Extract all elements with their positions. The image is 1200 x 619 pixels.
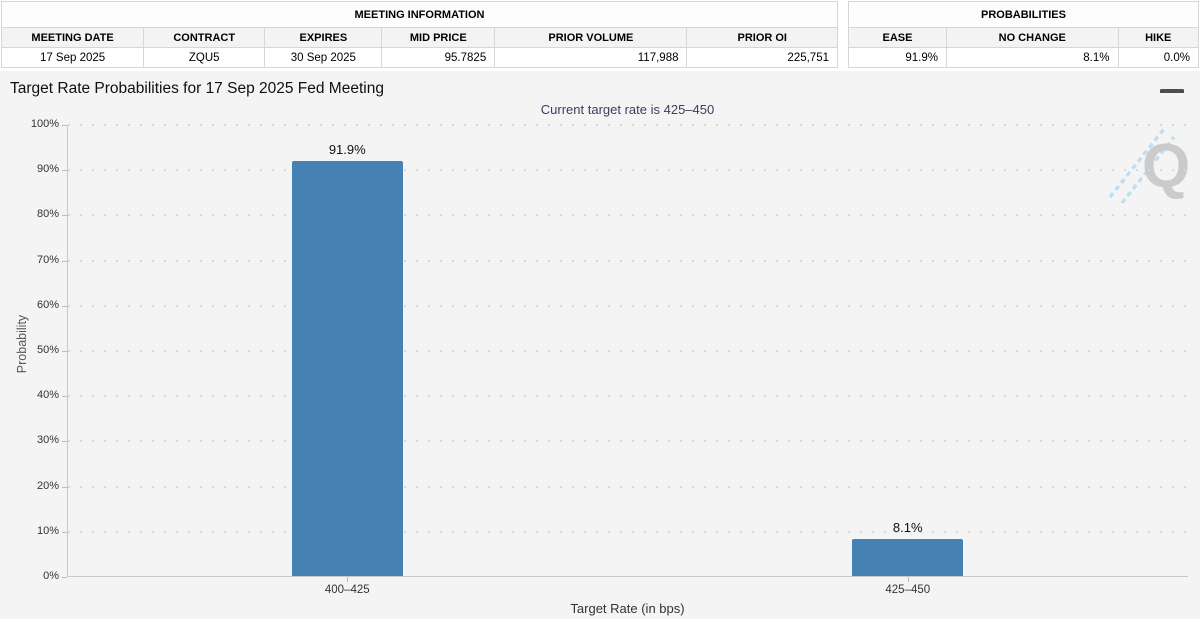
probability-bar [291, 160, 403, 576]
y-tick-mark [62, 170, 67, 172]
chart-subtitle: Current target rate is 425–450 [540, 102, 715, 117]
prior-volume-value: 117,988 [494, 47, 688, 68]
y-tick-label: 50% [36, 344, 59, 356]
gridline [68, 259, 1187, 262]
ease-value: 91.9% [848, 47, 947, 68]
y-tick-label: 80% [36, 208, 59, 221]
gridline [68, 169, 1187, 172]
probabilities-title: PROBABILITIES [848, 1, 1199, 28]
contract-value: ZQU5 [143, 47, 266, 68]
chart-title: Target Rate Probabilities for 17 Sep 202… [10, 80, 384, 97]
y-tick-mark [62, 125, 67, 126]
y-tick-label: 90% [36, 163, 59, 176]
y-tick-mark [62, 396, 67, 398]
prior-oi-value: 225,751 [686, 47, 838, 68]
y-tick-label: 30% [36, 434, 59, 447]
hike-value: 0.0% [1117, 47, 1199, 68]
probabilities-row: 91.9% 8.1% 0.0% [848, 47, 1199, 68]
gridline [68, 530, 1187, 533]
gridline [68, 350, 1187, 352]
meeting-information-title: MEETING INFORMATION [1, 1, 838, 28]
y-tick-mark [62, 441, 67, 443]
x-axis-line [67, 576, 1188, 577]
hamburger-menu-icon[interactable] [1160, 80, 1184, 96]
bar-value-label: 91.9% [328, 141, 366, 157]
summary-tables-strip: MEETING INFORMATION MEETING DATE CONTRAC… [0, 0, 1200, 71]
gridline [68, 485, 1187, 488]
column-header-prior-volume: PRIOR VOLUME [494, 27, 688, 48]
column-header-meeting-date: MEETING DATE [0, 27, 145, 48]
gridline [68, 440, 1187, 443]
y-tick-label: 60% [36, 298, 59, 311]
gridline [68, 395, 1187, 398]
y-tick-mark [62, 260, 67, 262]
column-header-no-change: NO CHANGE [946, 27, 1119, 48]
x-tick-mark [347, 577, 349, 582]
no-change-value: 8.1% [946, 47, 1119, 68]
y-tick-label: 100% [30, 118, 59, 130]
meeting-information-row: 17 Sep 2025 ZQU5 30 Sep 2025 95.7825 117… [0, 47, 838, 68]
probabilities-table: PROBABILITIES EASE NO CHANGE HIKE 91.9% … [848, 1, 1199, 68]
column-header-hike: HIKE [1117, 27, 1199, 48]
y-tick-mark [62, 215, 67, 217]
column-header-mid-price: MID PRICE [381, 27, 496, 48]
plot-area: Q 91.9% 8.1% [67, 124, 1190, 577]
meeting-date-value: 17 Sep 2025 [0, 47, 145, 68]
y-axis-line [67, 125, 68, 577]
x-tick-mark [907, 577, 909, 582]
y-tick-label: 10% [36, 524, 59, 537]
x-category-label: 400–425 [324, 584, 370, 596]
column-header-contract: CONTRACT [143, 27, 266, 48]
y-tick-label: 40% [36, 389, 59, 402]
meeting-information-table: MEETING INFORMATION MEETING DATE CONTRAC… [0, 1, 838, 68]
x-category-label: 425–450 [885, 584, 931, 596]
probability-bar [852, 539, 964, 576]
column-header-ease: EASE [848, 27, 947, 48]
gridline [68, 124, 1187, 126]
y-tick-mark [62, 351, 67, 352]
gridline [68, 304, 1187, 307]
quikstrike-watermark-logo: Q [1108, 127, 1190, 205]
column-header-prior-oi: PRIOR OI [686, 27, 838, 48]
svg-text:Q: Q [1142, 132, 1190, 201]
y-tick-label: 0% [43, 570, 59, 582]
y-tick-label: 20% [36, 479, 59, 492]
gridline [68, 214, 1187, 217]
bar-value-label: 8.1% [892, 520, 923, 536]
fed-meeting-probability-chart: Target Rate Probabilities for 17 Sep 202… [0, 71, 1200, 619]
y-tick-label: 70% [36, 253, 59, 266]
column-header-expires: EXPIRES [264, 27, 383, 48]
y-tick-mark [62, 486, 67, 488]
y-tick-mark [62, 531, 67, 533]
y-tick-mark [62, 305, 67, 307]
mid-price-value: 95.7825 [381, 47, 496, 68]
x-axis-title: Target Rate (in bps) [570, 601, 685, 616]
expires-value: 30 Sep 2025 [264, 47, 383, 68]
y-tick-mark [62, 577, 67, 578]
